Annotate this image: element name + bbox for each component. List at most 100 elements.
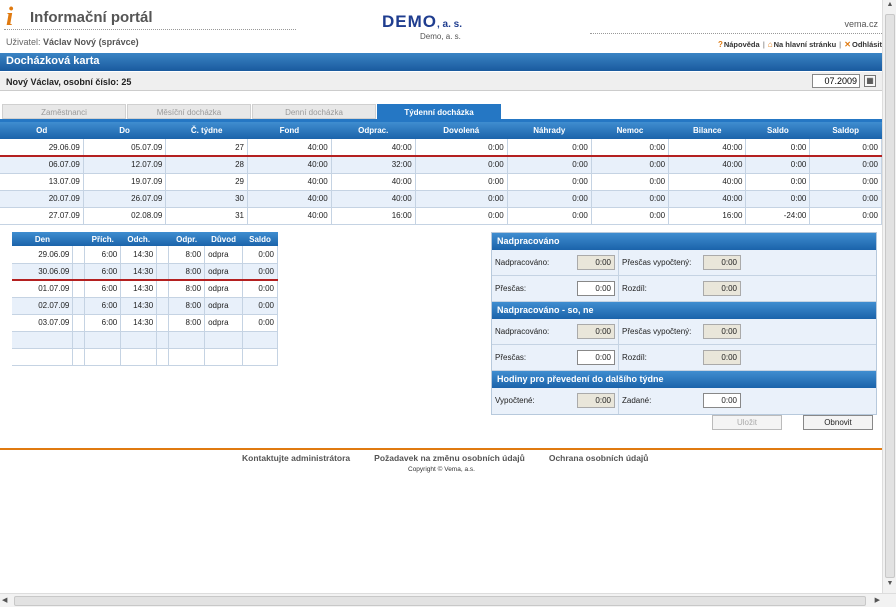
table-cell (156, 297, 170, 315)
table-row[interactable]: 29.06.09 6:00 14:30 8:00 odpra 0:00 (12, 246, 278, 264)
scroll-up-icon[interactable]: ▲ (886, 1, 894, 8)
worked-label: Nadpracováno: (495, 258, 550, 267)
table-row[interactable] (12, 331, 278, 349)
column-header[interactable]: Odprac. (331, 122, 416, 139)
privacy-link[interactable]: Ochrana osobních údajů (548, 453, 649, 463)
contact-admin-link[interactable]: Kontaktujte administrátora (242, 453, 351, 463)
tab-employees[interactable]: Zaměstnanci (2, 104, 126, 119)
table-cell: 03.07.09 (12, 314, 74, 332)
horizontal-scrollbar[interactable]: ◀ ▶ (0, 593, 896, 607)
page-header: i Informační portál Uživatel: Václav Nov… (0, 0, 896, 52)
vertical-scrollbar[interactable]: ▲ ▼ (882, 0, 896, 593)
column-header[interactable]: Bilance (668, 122, 746, 139)
table-cell: 0:00 (415, 207, 508, 225)
scroll-thumb[interactable] (885, 14, 895, 578)
table-row[interactable]: 29.06.09 05.07.09 27 40:00 40:00 0:00 0:00 0:00… (0, 139, 882, 157)
column-header[interactable]: Fond (247, 122, 332, 139)
scroll-right-icon[interactable]: ▶ (874, 597, 880, 604)
table-cell (84, 348, 122, 366)
weekend-diff-label: Rozdíl: (622, 353, 647, 362)
column-header[interactable]: Odpr. (168, 232, 205, 246)
company-subtitle: Demo, a. s. (420, 32, 461, 41)
user-label: Uživatel: (6, 37, 41, 47)
divider (618, 319, 619, 345)
table-row[interactable]: 30.06.09 6:00 14:30 8:00 odpra 0:00 (12, 263, 278, 281)
scroll-down-icon[interactable]: ▼ (886, 580, 894, 587)
table-cell: 0:00 (415, 139, 508, 157)
weekend-overtime-input[interactable]: 0:00 (577, 350, 615, 365)
help-link[interactable]: ?Nápověda (717, 40, 760, 49)
table-cell: 6:00 (84, 280, 122, 298)
table-cell (168, 331, 206, 349)
table-cell (156, 263, 170, 281)
column-header[interactable]: Náhrady (507, 122, 592, 139)
table-cell (156, 246, 170, 264)
table-row[interactable]: 02.07.09 6:00 14:30 8:00 odpra 0:00 (12, 297, 278, 315)
employee-bar: Nový Václav, osobní číslo: 25 ▦ (0, 72, 882, 91)
change-request-link[interactable]: Požadavek na změnu osobních údajů (374, 453, 525, 463)
column-header[interactable]: Saldop (809, 122, 882, 139)
table-cell (72, 280, 86, 298)
scroll-thumb[interactable] (14, 596, 866, 606)
table-header-row: Od Do Č. týdne Fond Odprac. Dovolená Náh… (0, 122, 882, 139)
tab-weekly[interactable]: Týdenní docházka (377, 104, 501, 119)
table-cell: 0:00 (415, 190, 508, 208)
table-cell: 27.07.09 (0, 207, 84, 225)
panel-row: Nadpracováno: 0:00 Přesčas vypočtený: 0:… (492, 319, 876, 345)
employee-name: Nový Václav, osobní číslo: 25 (6, 77, 132, 87)
table-cell: 0:00 (507, 190, 592, 208)
table-cell (72, 297, 86, 315)
column-header[interactable]: Důvod (204, 232, 243, 246)
column-header[interactable]: Den (12, 232, 73, 246)
column-header[interactable]: Odch. (120, 232, 157, 246)
panel-title-overtime: Nadpracováno (492, 233, 876, 250)
table-cell (156, 280, 170, 298)
scroll-left-icon[interactable]: ◀ (2, 597, 8, 604)
transfer-calc-label: Vypočtené: (495, 396, 535, 405)
column-header[interactable]: Od (0, 122, 84, 139)
period-input[interactable] (812, 74, 860, 88)
tab-daily[interactable]: Denní docházka (252, 104, 376, 119)
transfer-entered-input[interactable]: 0:00 (703, 393, 741, 408)
tab-monthly[interactable]: Měsíční docházka (127, 104, 251, 119)
table-cell: 6:00 (84, 246, 122, 264)
daily-table-body: 29.06.09 6:00 14:30 8:00 odpra 0:00 30.06.09 6:… (12, 246, 278, 366)
table-cell: 0:00 (242, 263, 278, 281)
tab-underline (0, 119, 882, 122)
table-row[interactable]: 27.07.09 02.08.09 31 40:00 16:00 0:00 0:00 0:00… (0, 207, 882, 225)
table-row[interactable]: 20.07.09 26.07.09 30 40:00 40:00 0:00 0:00 0:00… (0, 190, 882, 208)
separator: | (839, 40, 842, 49)
table-row[interactable]: 01.07.09 6:00 14:30 8:00 odpra 0:00 (12, 280, 278, 298)
column-header[interactable]: Přích. (84, 232, 121, 246)
table-cell: 13.07.09 (0, 173, 84, 191)
column-header[interactable]: Do (83, 122, 166, 139)
table-cell (72, 331, 86, 349)
calendar-icon[interactable]: ▦ (864, 75, 876, 87)
column-header[interactable]: Saldo (242, 232, 278, 246)
company-logo-suffix: , a. s. (437, 19, 463, 30)
table-cell: 29 (165, 173, 248, 191)
column-header[interactable]: Dovolená (415, 122, 508, 139)
table-cell: 14:30 (120, 280, 158, 298)
table-cell: 40:00 (668, 139, 747, 157)
table-row[interactable] (12, 348, 278, 366)
column-header (156, 232, 169, 246)
table-row[interactable]: 06.07.09 12.07.09 28 40:00 32:00 0:00 0:00 0:00… (0, 156, 882, 174)
refresh-button[interactable]: Obnovit (803, 415, 873, 430)
column-header[interactable]: Saldo (745, 122, 810, 139)
column-header (72, 232, 85, 246)
table-row[interactable]: 03.07.09 6:00 14:30 8:00 odpra 0:00 (12, 314, 278, 332)
column-header[interactable]: Č. týdne (165, 122, 248, 139)
table-cell (156, 314, 170, 332)
column-header[interactable]: Nemoc (591, 122, 669, 139)
weekly-table-body: 29.06.09 05.07.09 27 40:00 40:00 0:00 0:00 0:00… (0, 139, 882, 225)
table-cell: 40:00 (668, 190, 747, 208)
table-row[interactable]: 13.07.09 19.07.09 29 40:00 40:00 0:00 0:00 0:00… (0, 173, 882, 191)
save-button[interactable]: Uložit (712, 415, 782, 430)
logout-link[interactable]: ✕Odhlásit (844, 40, 882, 49)
table-cell: odpra (204, 297, 244, 315)
table-cell (84, 331, 122, 349)
overtime-input[interactable]: 0:00 (577, 281, 615, 296)
home-link[interactable]: ⌂Na hlavní stránku (767, 40, 837, 49)
table-cell (120, 331, 158, 349)
